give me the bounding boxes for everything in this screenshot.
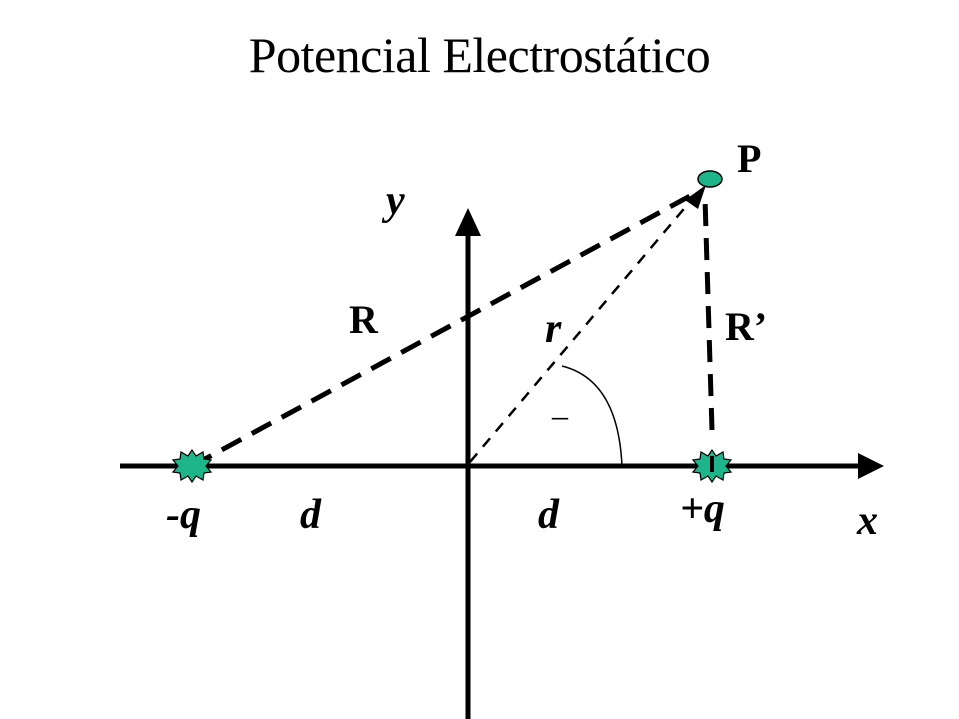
x-axis-arrowhead bbox=[858, 453, 884, 479]
angle-arc bbox=[561, 365, 623, 467]
point-P-marker bbox=[697, 170, 723, 188]
label-R: R bbox=[349, 297, 379, 342]
label-y-axis: y bbox=[381, 178, 405, 224]
y-axis-arrowhead bbox=[455, 208, 481, 236]
label-positive-charge: +q bbox=[680, 486, 725, 532]
label-R-prime: R’ bbox=[725, 304, 767, 349]
label-d-left: d bbox=[300, 492, 322, 538]
negative-charge bbox=[171, 448, 213, 484]
R-prime-line bbox=[702, 197, 715, 431]
label-x-axis: x bbox=[856, 498, 878, 544]
r-line bbox=[469, 203, 689, 463]
slide-title: Potencial Electrostático bbox=[248, 27, 711, 83]
label-P: P bbox=[737, 136, 761, 181]
label-d-right: d bbox=[538, 492, 560, 538]
label-negative-charge: -q bbox=[166, 492, 201, 538]
label-theta: – bbox=[551, 397, 569, 433]
R-line bbox=[190, 193, 692, 469]
label-r: r bbox=[545, 306, 562, 352]
r-arrowhead bbox=[685, 185, 706, 209]
